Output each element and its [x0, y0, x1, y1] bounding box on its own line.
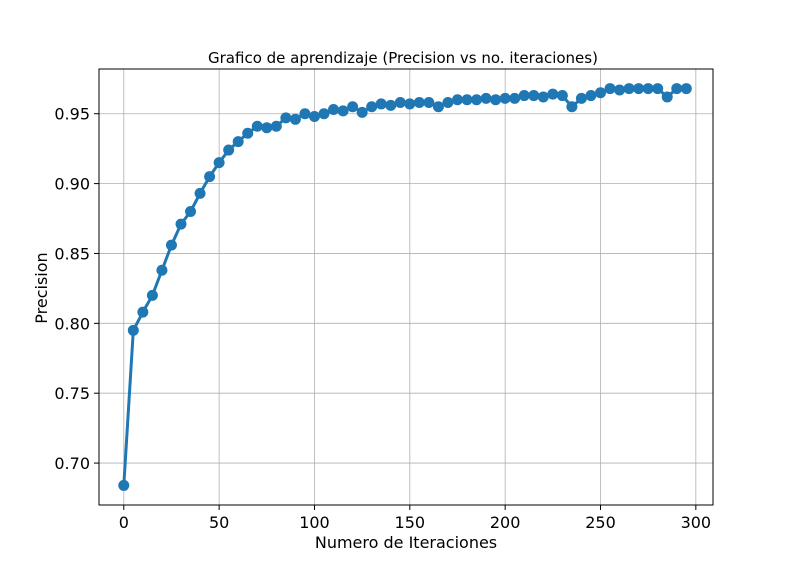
data-point-3	[146, 289, 158, 301]
data-point-46	[556, 90, 568, 102]
data-point-36	[461, 94, 473, 106]
x-tick-label-5: 250	[585, 513, 616, 532]
data-point-32	[423, 97, 435, 109]
data-point-6	[175, 218, 187, 230]
data-point-56	[652, 83, 664, 95]
data-point-13	[242, 127, 254, 139]
data-point-42	[518, 90, 530, 102]
data-point-16	[270, 120, 282, 132]
x-tick-label-2: 100	[299, 513, 330, 532]
x-tick-label-6: 300	[681, 513, 712, 532]
data-point-41	[509, 92, 521, 104]
data-point-45	[547, 88, 559, 100]
data-point-54	[633, 83, 645, 95]
data-point-30	[404, 98, 416, 110]
data-point-18	[289, 113, 301, 125]
data-point-48	[575, 92, 587, 104]
data-point-35	[451, 94, 463, 106]
data-point-17	[280, 112, 292, 124]
grid-lines	[99, 69, 713, 505]
data-point-24	[347, 101, 359, 113]
y-tick-label-4: 0.90	[54, 175, 90, 194]
x-tick-label-4: 200	[490, 513, 521, 532]
x-tick-label-1: 50	[209, 513, 229, 532]
data-point-23	[337, 105, 349, 117]
data-point-8	[194, 187, 206, 199]
x-tick-label-0: 0	[119, 513, 129, 532]
data-point-38	[480, 92, 492, 104]
data-point-28	[385, 99, 397, 111]
x-axis-label: Numero de Iteraciones	[315, 533, 497, 552]
plot-area-frame	[98, 68, 714, 506]
data-point-2	[137, 306, 149, 318]
y-tick-label-0: 0.70	[54, 454, 90, 473]
data-point-58	[671, 83, 683, 95]
data-point-40	[499, 92, 511, 104]
data-point-20	[308, 111, 320, 123]
data-point-47	[566, 101, 578, 113]
data-point-49	[585, 90, 597, 102]
data-point-39	[490, 94, 502, 106]
y-tick-label-1: 0.75	[54, 384, 90, 403]
data-point-26	[366, 101, 378, 113]
data-point-15	[261, 122, 273, 134]
data-point-11	[223, 144, 235, 156]
data-point-22	[328, 104, 340, 116]
data-point-43	[528, 90, 540, 102]
data-point-59	[680, 83, 692, 95]
data-point-51	[604, 83, 616, 95]
data-point-9	[204, 171, 216, 183]
data-point-21	[318, 108, 330, 120]
data-point-14	[251, 120, 263, 132]
data-point-55	[642, 83, 654, 95]
data-point-50	[594, 87, 606, 99]
y-tick-label-5: 0.95	[54, 105, 90, 124]
data-point-27	[375, 98, 387, 110]
data-point-4	[156, 264, 168, 276]
data-point-57	[661, 91, 673, 103]
data-point-10	[213, 157, 225, 169]
data-point-25	[356, 106, 368, 118]
data-points	[118, 83, 692, 491]
y-axis-label: Precision	[32, 252, 51, 323]
data-point-7	[185, 206, 197, 218]
data-point-19	[299, 108, 311, 120]
data-point-1	[127, 324, 139, 336]
chart-title: Grafico de aprendizaje (Precision vs no.…	[208, 49, 598, 67]
data-point-31	[413, 97, 425, 109]
x-tick-label-3: 150	[395, 513, 426, 532]
data-point-53	[623, 83, 635, 95]
data-point-29	[394, 97, 406, 109]
y-tick-label-3: 0.85	[54, 244, 90, 263]
data-point-44	[537, 91, 549, 103]
y-tick-label-2: 0.80	[54, 314, 90, 333]
data-point-0	[118, 479, 130, 491]
data-point-33	[432, 101, 444, 113]
data-point-34	[442, 97, 454, 109]
data-point-5	[165, 239, 177, 251]
data-point-37	[471, 94, 483, 106]
axis-ticks: 0 50 100 150 200 250 300 0.70 0.75 0.80 0.85 0.90 0.…	[54, 105, 711, 532]
data-point-52	[614, 84, 626, 96]
data-point-12	[232, 136, 244, 148]
